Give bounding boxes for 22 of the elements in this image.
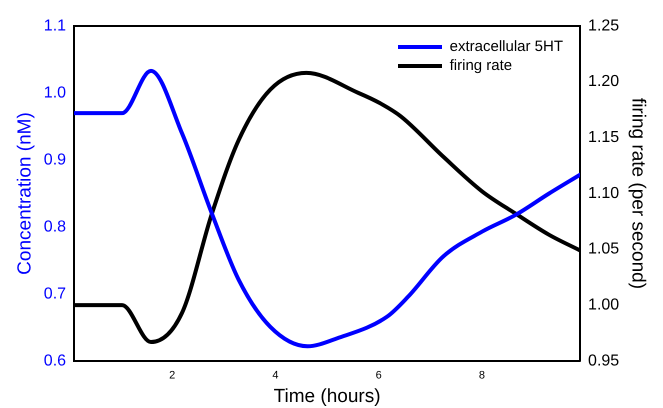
y-tick-label: 1.1 (44, 17, 66, 34)
y2-tick-label: 1.15 (588, 129, 620, 146)
y-tick-label: 1.0 (44, 84, 66, 102)
x-tick-label: 4 (272, 370, 278, 382)
x-tick-label: 8 (478, 370, 486, 382)
y2-tick-label: 1.10 (588, 184, 620, 202)
y2-axis-title: firing rate (per second) (627, 98, 648, 290)
x-tick-label: 2 (169, 370, 176, 382)
y-tick-label: 0.8 (44, 218, 66, 236)
y2-tick-label: 1.05 (588, 240, 620, 258)
legend-label: extracellular 5HT (450, 38, 563, 55)
y-tick-label: 0.6 (44, 352, 66, 370)
y2-tick-label: 1.20 (588, 73, 620, 90)
y2-tick-label: 1.25 (588, 17, 620, 34)
x-tick-label: 6 (376, 370, 382, 382)
legend-label: firing rate (450, 57, 512, 74)
y-axis-title: Concentration (nM) (14, 112, 36, 275)
x-axis-title: Time (hours) (274, 386, 381, 407)
y-tick-label: 0.7 (44, 285, 66, 302)
y2-tick-label: 1.00 (588, 296, 620, 314)
y2-tick-label: 0.95 (588, 352, 620, 370)
y-tick-label: 0.9 (44, 151, 66, 168)
